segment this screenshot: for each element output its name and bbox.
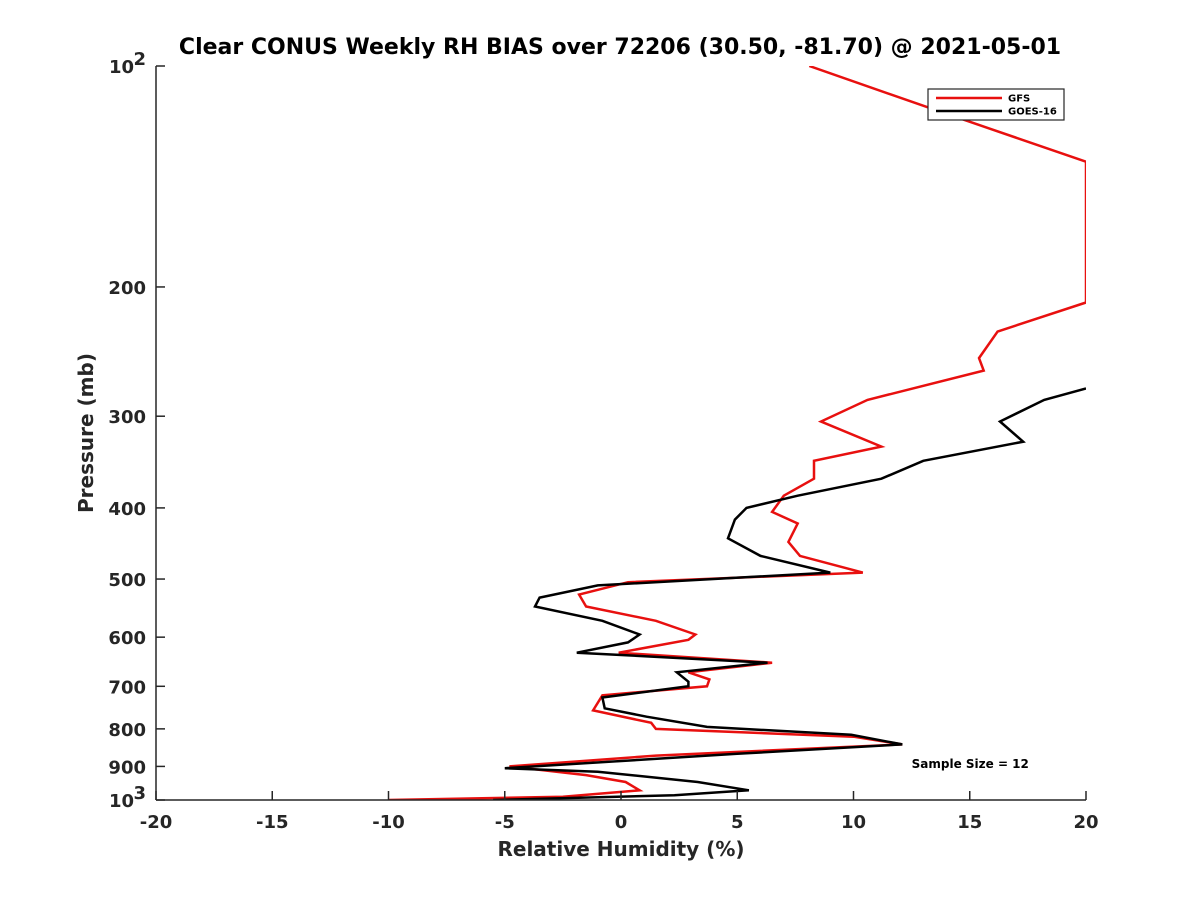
y-tick-label: 10	[109, 791, 134, 812]
x-tick-label: -20	[140, 812, 173, 833]
x-tick-label: -5	[495, 812, 515, 833]
x-ticks: -20 -15 -10 -5 0 5 10 15 20	[140, 791, 1099, 833]
annotation-layer: Sample Size = 12	[912, 757, 1029, 771]
y-tick-exponent: 2	[133, 49, 146, 70]
y-tick-exponent: 3	[133, 783, 146, 804]
y-tick-label: 800	[108, 720, 146, 741]
x-tick-label: 20	[1073, 812, 1098, 833]
x-tick-label: -10	[372, 812, 405, 833]
series-layer	[388, 66, 1086, 800]
series-line-goes-16	[493, 387, 1086, 800]
y-tick-label: 500	[108, 570, 146, 591]
x-tick-label: 10	[841, 812, 866, 833]
x-tick-label: 0	[615, 812, 628, 833]
y-axis-label: Pressure (mb)	[74, 353, 98, 513]
y-tick-label: 400	[108, 499, 146, 520]
y-tick-label: 700	[108, 677, 146, 698]
y-tick-label: 200	[108, 278, 146, 299]
x-tick-label: -15	[256, 812, 289, 833]
chart-title: Clear CONUS Weekly RH BIAS over 72206 (3…	[179, 35, 1061, 60]
legend-label: GOES-16	[1008, 107, 1057, 118]
legend: GFS GOES-16	[927, 88, 1065, 121]
legend-box	[927, 88, 1065, 121]
x-tick-label: 15	[957, 812, 982, 833]
y-tick-label: 600	[108, 628, 146, 649]
y-tick-label: 300	[108, 407, 146, 428]
plot-area: -20 -15 -10 -5 0 5 10 15 20 10 220030040050060070…	[108, 49, 1098, 833]
legend-label: GFS	[1008, 94, 1030, 105]
x-tick-label: 5	[731, 812, 744, 833]
series-line-gfs	[388, 66, 1086, 800]
x-axis-label: Relative Humidity (%)	[497, 837, 744, 861]
y-tick-label: 10	[109, 57, 134, 78]
sample-size-annotation: Sample Size = 12	[912, 757, 1029, 771]
y-tick-label: 900	[108, 757, 146, 778]
